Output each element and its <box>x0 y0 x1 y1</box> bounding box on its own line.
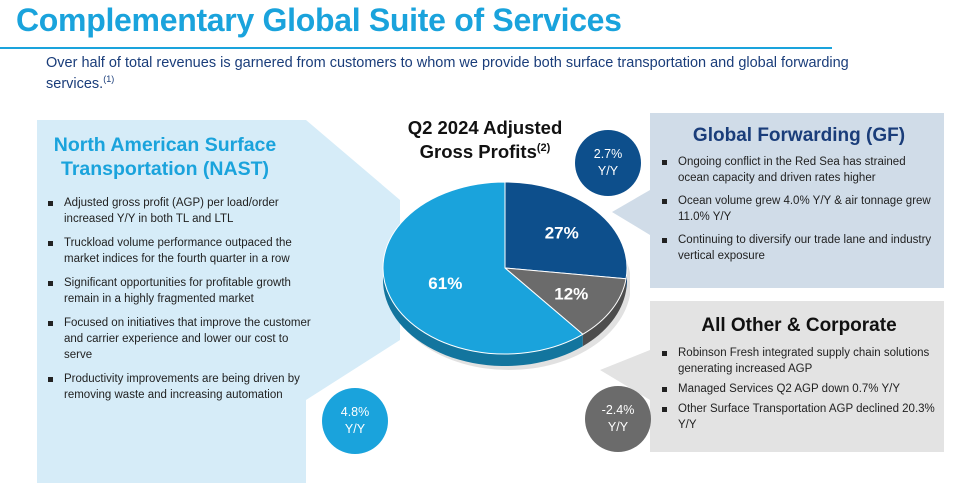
subtitle-footnote: (1) <box>103 74 115 84</box>
chart-title-line2: Gross Profits <box>419 141 537 163</box>
other-bullet-list: Robinson Fresh integrated supply chain s… <box>660 345 938 437</box>
other-bullet: Managed Services Q2 AGP down 0.7% Y/Y <box>660 381 938 397</box>
nast-bullet: Significant opportunities for profitable… <box>46 275 316 307</box>
nast-bullet: Productivity improvements are being driv… <box>46 371 316 403</box>
pie-slice-side <box>582 278 627 347</box>
pie-chart: 27% 12% 61% <box>382 181 630 370</box>
nast-bullet: Focused on initiatives that improve the … <box>46 315 316 363</box>
gf-growth-label: Y/Y <box>597 164 619 178</box>
gf-bullet: Ocean volume grew 4.0% Y/Y & air tonnage… <box>660 193 938 225</box>
gf-bullet-list: Ongoing conflict in the Red Sea has stra… <box>660 154 938 271</box>
nast-bullet: Adjusted gross profit (AGP) per load/ord… <box>46 195 316 227</box>
page-title: Complementary Global Suite of Services <box>16 2 622 38</box>
gf-growth-badge: 2.7% Y/Y <box>575 130 641 196</box>
chart-title-line1: Q2 2024 Adjusted <box>407 117 563 138</box>
pie-slice-side <box>383 182 583 366</box>
nast-title-line2: Transportation (NAST) <box>61 158 269 180</box>
subtitle-text: Over half of total revenues is garnered … <box>46 55 849 92</box>
pie-slice <box>503 267 627 335</box>
other-growth-label: Y/Y <box>607 420 629 434</box>
pie-slice <box>504 181 628 280</box>
other-bullet: Other Surface Transportation AGP decline… <box>660 401 938 433</box>
pie-slice-label: 12% <box>554 285 588 304</box>
other-growth-badge: -2.4% Y/Y <box>585 386 651 452</box>
nast-growth-label: Y/Y <box>344 422 366 436</box>
nast-growth-value: 4.8% <box>340 405 370 419</box>
title-divider <box>0 47 832 49</box>
gf-growth-value: 2.7% <box>593 147 623 161</box>
chart-title-line2-wrap: Gross Profits(2) <box>390 138 580 162</box>
nast-panel <box>37 120 400 483</box>
nast-title-line1: North American Surface <box>53 134 277 156</box>
chart-title-footnote: (2) <box>536 142 551 154</box>
chart-title: Q2 2024 Adjusted Gross Profits(2) <box>390 117 580 162</box>
nast-growth-badge: 4.8% Y/Y <box>322 388 388 454</box>
other-bullet: Robinson Fresh integrated supply chain s… <box>660 345 938 377</box>
other-panel <box>600 301 944 452</box>
pie-slice-label: 27% <box>545 224 579 243</box>
gf-bullet: Ongoing conflict in the Red Sea has stra… <box>660 154 938 186</box>
nast-bullet-list: Adjusted gross profit (AGP) per load/ord… <box>46 195 316 411</box>
page-subtitle: Over half of total revenues is garnered … <box>46 55 906 92</box>
gf-bullet: Continuing to diversify our trade lane a… <box>660 232 938 264</box>
pie-slice <box>382 181 584 355</box>
gf-panel <box>612 113 944 288</box>
other-title: All Other & Corporate <box>701 315 897 336</box>
pie-slice-label: 61% <box>428 274 462 293</box>
nast-bullet: Truckload volume performance outpaced th… <box>46 235 316 267</box>
other-growth-value: -2.4% <box>601 403 635 417</box>
gf-title: Global Forwarding (GF) <box>692 125 906 146</box>
nast-title: North American Surface Transportation (N… <box>40 133 290 181</box>
